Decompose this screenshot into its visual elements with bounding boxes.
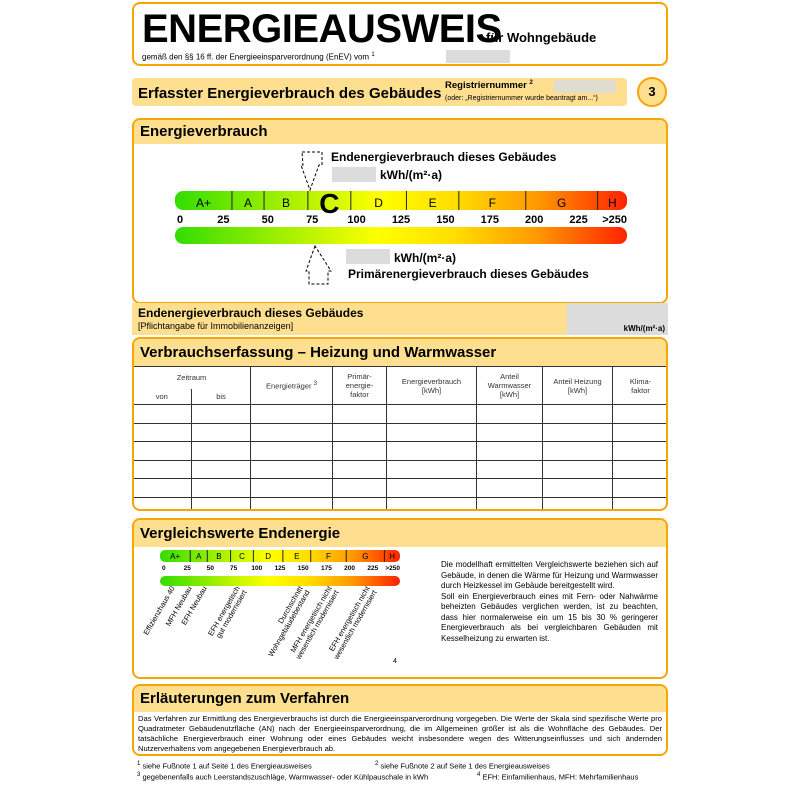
document-subtitle: für Wohngebäude [486, 30, 597, 45]
class-label-G: G [557, 196, 566, 210]
consumption-panel: Verbrauchserfassung – Heizung und Warmwa… [132, 337, 668, 511]
end-energy-label: Endenergieverbrauch dieses Gebäudes [331, 150, 557, 164]
tick-label: 225 [367, 565, 378, 572]
tick-label: 225 [569, 214, 587, 226]
end-energy-arrow-icon [300, 151, 323, 192]
class-label-A: A [196, 552, 202, 561]
class-label-C: C [319, 188, 339, 219]
tick-label: 125 [275, 565, 286, 572]
tick-label: 75 [306, 214, 318, 226]
comparison-scale: A+ A B C D E F G H 0 25 50 75 100 125 150 175 200 225 >250 E… [141, 550, 400, 662]
consumption-table: Zeitraum Energieträger 3 Primär- energie… [134, 366, 666, 509]
tick-label: 175 [481, 214, 499, 226]
tick-label: 175 [321, 565, 332, 572]
panel-title: Erläuterungen zum Verfahren [134, 686, 666, 712]
footnote-4: 4 EFH: Einfamilienhaus, MFH: Mehrfamilie… [477, 772, 639, 782]
class-label-F: F [326, 552, 331, 561]
table-cell[interactable] [612, 496, 666, 509]
panel-title: Energieverbrauch [134, 120, 666, 144]
comparison-class-bar [160, 550, 400, 562]
col-anteil-warmwasser: Anteil Warmwasser [kWh] [476, 366, 543, 405]
table-row [134, 496, 666, 509]
registration-note: (oder: „Registriernummer wurde beantragt… [445, 95, 598, 102]
class-label-G: G [362, 552, 368, 561]
class-label-H: H [608, 196, 617, 210]
tick-label: 200 [344, 565, 355, 572]
footnote-3: 3 gegebenenfalls auch Leerstandszuschläg… [137, 772, 429, 782]
gradient-bar [175, 227, 627, 244]
col-energieverbrauch: Energieverbrauch [kWh] [386, 366, 477, 405]
panel-title: Verbrauchserfassung – Heizung und Warmwa… [134, 339, 666, 366]
section-bar: Erfasster Energieverbrauch des Gebäudes … [132, 78, 627, 106]
section-title: Erfasster Energieverbrauch des Gebäudes [138, 85, 442, 102]
explanation-panel: Erläuterungen zum Verfahren Das Verfahre… [132, 684, 668, 756]
tick-label: 0 [162, 565, 166, 572]
table-row [134, 422, 666, 442]
class-label-F: F [489, 196, 496, 210]
document-title: ENERGIEAUSWEIS [142, 7, 502, 51]
tick-label: 200 [525, 214, 543, 226]
tick-label: >250 [602, 214, 627, 226]
strip-note: [Pflichtangabe für Immobilienanzeigen] [138, 321, 294, 331]
tick-label: 150 [436, 214, 454, 226]
energy-consumption-panel: Energieverbrauch [132, 118, 668, 304]
tick-label: 25 [217, 214, 229, 226]
tick-label: 50 [207, 565, 215, 572]
tick-label: 0 [177, 214, 183, 226]
registration-label: Registriernummer 2 [445, 80, 533, 92]
tick-label: 50 [262, 214, 274, 226]
end-energy-unit: kWh/(m²·a) [380, 168, 442, 182]
class-label-B: B [282, 196, 290, 210]
col-primaerenergiefaktor: Primär- energie- faktor [332, 366, 387, 405]
primary-energy-arrow-icon [305, 244, 332, 285]
class-label-A+: A+ [196, 196, 211, 210]
date-field[interactable] [446, 50, 510, 63]
explanation-text: Das Verfahren zur Ermittlung des Energie… [138, 714, 662, 753]
footnote-1: 1 siehe Fußnote 1 auf Seite 1 des Energi… [137, 761, 312, 771]
strip-title: Endenergieverbrauch dieses Gebäudes [138, 306, 364, 320]
class-label-B: B [216, 552, 221, 561]
class-label-A+: A+ [170, 552, 180, 561]
class-label-A: A [244, 196, 252, 210]
end-energy-strip: Endenergieverbrauch dieses Gebäudes [Pfl… [132, 303, 668, 335]
footnote-2: 2 siehe Fußnote 2 auf Seite 1 des Energi… [375, 761, 550, 771]
strip-value-field[interactable]: kWh/(m²·a) [567, 303, 668, 335]
comparison-gradient-bar [160, 576, 400, 586]
col-klimafaktor: Klima- faktor [612, 366, 666, 405]
tick-label: 25 [184, 565, 192, 572]
primary-energy-unit: kWh/(m²·a) [394, 251, 456, 265]
tick-label: 150 [298, 565, 309, 572]
class-label-D: D [374, 196, 383, 210]
strip-unit: kWh/(m²·a) [623, 324, 665, 333]
title-box: ENERGIEAUSWEIS für Wohngebäude gemäß den… [132, 2, 668, 66]
page-number-badge: 3 [637, 77, 667, 107]
comparison-text: Die modellhaft ermittelten Vergleichswer… [441, 560, 658, 643]
class-label-E: E [429, 196, 437, 210]
col-energietraeger: Energieträger 3 [250, 366, 333, 405]
panel-title: Vergleichswerte Endenergie [134, 520, 666, 547]
class-label-E: E [294, 552, 299, 561]
tick-label: 100 [251, 565, 262, 572]
comparison-label: EFH energetischgut modernisiert [206, 584, 249, 642]
tick-label: >250 [385, 565, 400, 572]
energy-scale: A+ A B C D E F G H 0 25 50 75 100 125 150 175 200 225 >250 [175, 151, 627, 285]
class-label-C: C [239, 552, 245, 561]
tick-label: 75 [230, 565, 238, 572]
primary-energy-label: Primärenergieverbrauch dieses Gebäudes [348, 267, 589, 281]
comparison-panel: Vergleichswerte Endenergie Die modellhaf… [132, 518, 668, 679]
tick-label: 125 [392, 214, 410, 226]
footnote-mark-4: 4 [393, 658, 397, 665]
class-bar [175, 191, 627, 210]
class-label-H: H [389, 552, 395, 561]
tick-label: 100 [347, 214, 365, 226]
legal-basis: gemäß den §§ 16 ff. der Energieeinsparve… [142, 52, 375, 62]
class-label-D: D [265, 552, 271, 561]
primary-energy-value-field[interactable] [346, 249, 390, 264]
end-energy-value-field[interactable] [332, 167, 376, 182]
col-bis: bis [191, 388, 251, 405]
registration-number-field[interactable] [554, 80, 616, 93]
table-row [134, 478, 666, 498]
